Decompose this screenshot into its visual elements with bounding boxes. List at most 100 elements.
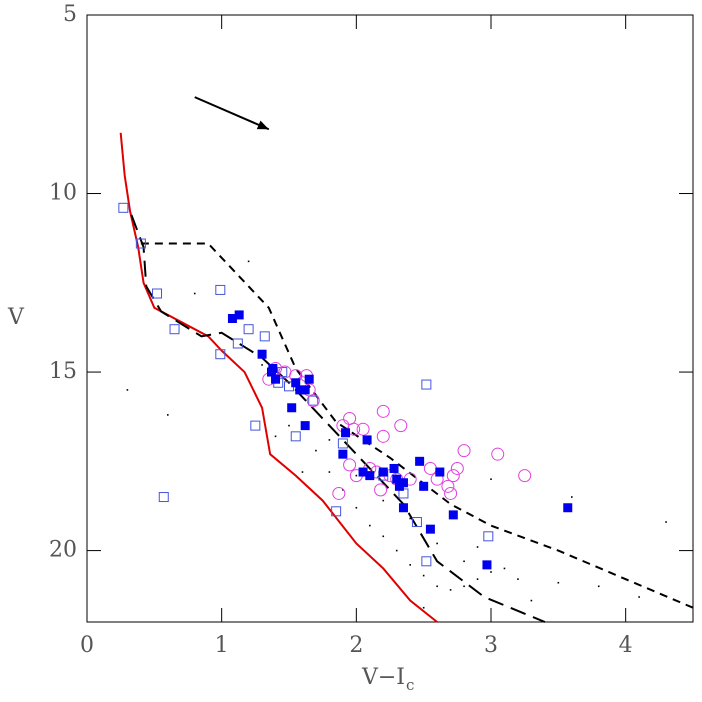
field-star: [597, 585, 600, 588]
open-square: [290, 431, 301, 442]
open-square: [215, 349, 226, 360]
filled-square: [415, 456, 425, 466]
filled-square: [295, 385, 305, 395]
y-tick-label: 5: [63, 2, 77, 27]
open-circle: [423, 461, 437, 475]
filled-square: [257, 349, 267, 359]
field-star: [369, 524, 371, 527]
filled-square: [365, 471, 375, 481]
field-star: [315, 449, 317, 452]
x-tick-label: 4: [619, 633, 633, 658]
open-square: [243, 324, 254, 335]
open-square: [411, 517, 422, 528]
y-axis-label: V: [7, 305, 25, 330]
filled-square: [291, 378, 301, 388]
field-star: [328, 471, 331, 473]
filled-square: [234, 310, 244, 320]
open-circle: [343, 411, 357, 425]
filled-square: [287, 403, 297, 413]
filled-square: [448, 510, 458, 520]
field-star: [409, 517, 411, 520]
open-square: [483, 531, 494, 542]
open-circle: [441, 479, 455, 493]
open-square: [158, 492, 169, 503]
filled-square: [419, 481, 429, 491]
field-star: [126, 389, 129, 391]
open-circle: [394, 419, 408, 433]
plot-frame: [86, 14, 694, 623]
x-tick-label: 3: [484, 633, 498, 658]
field-star: [193, 292, 196, 295]
filled-square: [268, 363, 278, 373]
filled-square: [398, 503, 408, 513]
open-circle: [332, 486, 346, 500]
field-star: [476, 578, 479, 580]
filled-square: [482, 560, 492, 570]
field-star: [261, 364, 263, 366]
field-star: [247, 260, 250, 263]
open-square: [331, 506, 342, 517]
open-circle: [343, 458, 357, 472]
field-star: [665, 521, 667, 523]
open-circle: [450, 461, 464, 475]
field-star: [328, 439, 331, 441]
field-star: [274, 435, 277, 438]
open-square: [421, 379, 432, 390]
filled-square: [435, 467, 445, 477]
field-star: [382, 535, 385, 538]
open-square: [118, 202, 129, 213]
filled-square: [271, 374, 281, 384]
field-star: [288, 424, 290, 427]
curve: [130, 214, 546, 623]
filled-square: [389, 463, 399, 473]
field-star: [449, 589, 452, 591]
open-square: [421, 556, 432, 567]
x-tick-label: 2: [349, 633, 363, 658]
open-square: [250, 420, 261, 431]
filled-square: [338, 449, 348, 459]
x-axis-label: V−I: [361, 665, 405, 690]
field-star: [422, 606, 425, 609]
field-star: [382, 499, 385, 502]
x-tick-label: 1: [215, 633, 229, 658]
open-square: [215, 284, 226, 295]
open-circle: [446, 469, 460, 483]
open-circle: [356, 422, 370, 436]
filled-square: [358, 467, 368, 477]
open-circle: [376, 429, 390, 443]
open-square: [135, 238, 146, 249]
field-star: [436, 542, 438, 545]
filled-square: [341, 428, 351, 438]
field-star: [167, 414, 169, 416]
open-square: [277, 367, 288, 378]
field-star: [342, 489, 344, 491]
x-tick-label: 0: [80, 633, 94, 658]
filled-square: [394, 481, 404, 491]
open-square: [259, 331, 270, 342]
filled-square: [378, 467, 388, 477]
y-tick-label: 15: [49, 359, 77, 384]
x-axis-label-sub: c: [406, 676, 414, 694]
field-star: [571, 496, 573, 498]
filled-square: [362, 435, 372, 445]
field-star: [638, 596, 640, 598]
filled-square: [392, 474, 402, 484]
filled-square: [227, 314, 237, 323]
field-star: [436, 585, 438, 588]
open-circle: [444, 486, 458, 500]
field-star: [557, 581, 560, 584]
open-circle: [374, 483, 388, 497]
field-star: [490, 478, 492, 480]
filled-square: [563, 503, 573, 513]
open-circle: [491, 447, 505, 461]
field-star: [395, 549, 398, 552]
open-circle: [376, 404, 390, 418]
filled-square: [425, 524, 435, 534]
filled-square: [304, 374, 314, 384]
open-square: [152, 288, 163, 299]
field-star: [503, 567, 506, 570]
field-star: [517, 578, 519, 580]
field-star: [409, 564, 411, 566]
curve: [140, 242, 694, 609]
open-square: [232, 338, 243, 349]
